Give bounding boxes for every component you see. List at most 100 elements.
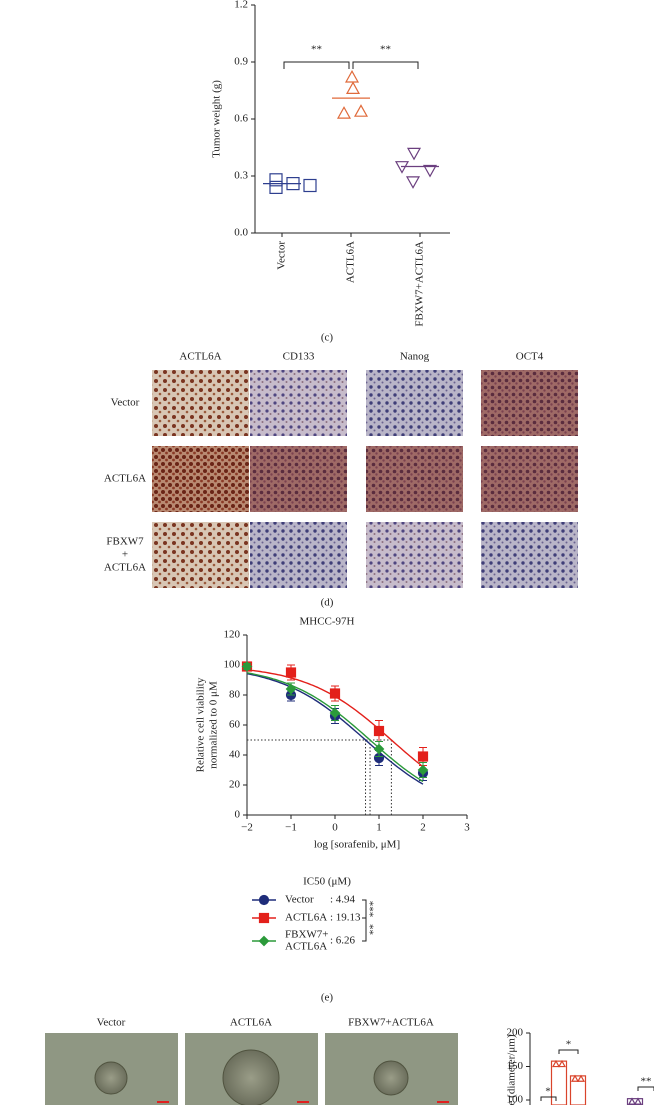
bar (569, 1075, 587, 1105)
spheroid-column-label: Vector (97, 1017, 126, 1029)
legend-label: Vector (285, 894, 314, 906)
x-tick-label: FBXW7+ACTL6A (414, 241, 426, 327)
x-tick-label: −1 (285, 822, 297, 834)
ihc-column-label: OCT4 (516, 351, 544, 363)
significance-bracket (362, 917, 367, 942)
legend-label: FBXW7+ (285, 929, 328, 941)
y-tick-label: 0 (235, 809, 241, 821)
y-tick-label: 150 (507, 1060, 524, 1072)
ihc-image (152, 446, 249, 512)
spheroid-column-label: ACTL6A (230, 1017, 272, 1029)
panel-label: (e) (321, 992, 334, 1004)
ihc-row-label: FBXW7 (106, 536, 144, 548)
ihc-image (366, 370, 463, 436)
significance-label: * (545, 1086, 551, 1098)
y-tick-label: 40 (229, 749, 241, 761)
marker (353, 104, 369, 117)
y-tick-label: 100 (224, 659, 241, 671)
marker (285, 683, 297, 695)
significance-bracket (283, 61, 350, 69)
marker (373, 743, 385, 755)
y-tick-label: 1.2 (234, 0, 248, 11)
y-tick-label: 120 (224, 629, 241, 641)
marker (417, 764, 429, 776)
ihc-image (366, 446, 463, 512)
marker (258, 894, 270, 906)
bar (626, 1098, 644, 1105)
spheroid (222, 1049, 280, 1105)
ihc-image (250, 446, 347, 512)
marker (344, 69, 360, 83)
panel-label: (d) (321, 597, 334, 609)
ihc-column-label: ACTL6A (179, 351, 221, 363)
marker (417, 751, 429, 762)
y-axis-label: Relative cell viability (195, 677, 207, 772)
ihc-row-label: + (122, 549, 128, 561)
x-tick-label: Vector (276, 241, 288, 270)
y-tick-label: 80 (229, 689, 241, 701)
marker (345, 81, 361, 95)
significance-bracket (637, 1086, 654, 1091)
x-tick-label: ACTL6A (345, 241, 357, 283)
significance-bracket (540, 1096, 557, 1101)
y-tick-label: 200 (507, 1027, 524, 1039)
ihc-image (366, 522, 463, 588)
ihc-image (250, 522, 347, 588)
x-tick-label: 1 (376, 822, 382, 834)
marker (570, 1074, 580, 1082)
marker (329, 707, 341, 719)
y-axis-label: Tumor weight (g) (211, 80, 223, 158)
x-tick-label: 0 (332, 822, 338, 834)
ihc-image (481, 522, 578, 588)
ihc-image (481, 446, 578, 512)
marker (422, 164, 438, 178)
marker (373, 725, 385, 737)
marker (627, 1097, 637, 1105)
ihc-image (152, 522, 249, 588)
x-axis-label: log [sorafenib, μM] (314, 839, 400, 851)
significance-label: ** (380, 44, 391, 56)
x-tick-label: 2 (420, 822, 426, 834)
marker (394, 161, 410, 174)
marker (405, 176, 421, 189)
marker (269, 180, 283, 194)
panel-label: (c) (321, 332, 334, 344)
y-axis-label: normalized to 0 μM (208, 681, 220, 769)
y-axis-label: e (diameter/μm) (506, 1034, 518, 1105)
legend-label: ACTL6A (285, 941, 327, 953)
ic50-label: : 4.94 (330, 894, 356, 906)
marker (269, 173, 283, 187)
ihc-image (481, 370, 578, 436)
ihc-row-label: Vector (111, 397, 140, 409)
y-tick-label: 0.6 (234, 113, 248, 125)
marker (557, 1059, 567, 1068)
marker (329, 688, 341, 699)
significance-label: ** (311, 44, 322, 56)
marker (258, 935, 270, 947)
ihc-row-label: ACTL6A (104, 562, 146, 574)
ihc-row-label: ACTL6A (104, 473, 146, 485)
ihc-column-label: Nanog (400, 351, 430, 363)
y-tick-label: 20 (229, 779, 241, 791)
marker (576, 1074, 586, 1082)
chart-title: MHCC-97H (299, 616, 354, 628)
significance-label: ** (368, 924, 380, 935)
significance-label: * (566, 1039, 572, 1051)
x-tick-label: 3 (464, 822, 470, 834)
legend-title: IC50 (μM) (303, 876, 351, 888)
marker (258, 912, 270, 924)
spheroid (94, 1061, 128, 1095)
y-tick-label: 0.9 (234, 56, 248, 68)
significance-label: *** (368, 901, 380, 918)
marker (285, 667, 297, 678)
marker (336, 106, 352, 119)
y-tick-label: 0.0 (234, 227, 248, 239)
significance-bracket (352, 61, 419, 69)
marker (551, 1059, 561, 1068)
legend-label: ACTL6A (285, 912, 327, 924)
ic50-label: : 6.26 (330, 935, 356, 947)
marker (633, 1097, 643, 1105)
ihc-image (152, 370, 249, 436)
